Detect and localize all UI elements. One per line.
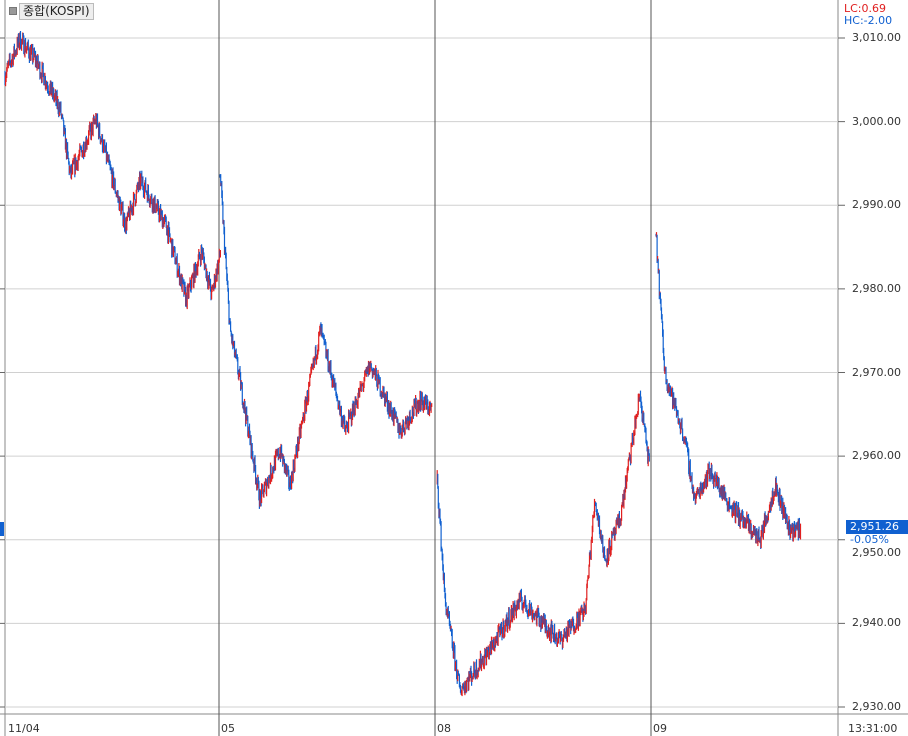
y-tick-label: 2,970.00: [852, 365, 901, 379]
last-price-marker: [0, 522, 4, 536]
y-tick-label: 3,000.00: [852, 114, 901, 128]
y-tick-label: 2,930.00: [852, 700, 901, 713]
last-change-label: -0.05%: [850, 533, 889, 546]
x-tick-label: 08: [437, 722, 451, 735]
series-toggle-icon[interactable]: [9, 7, 17, 15]
y-tick-label: 2,960.00: [852, 449, 901, 463]
hc-indicator: HC:-2.00: [844, 14, 893, 27]
x-tick-label: 09: [653, 722, 667, 735]
x-tick-label: 11/04: [8, 722, 40, 735]
chart-title[interactable]: 종합(KOSPI): [19, 3, 94, 20]
y-tick-label: 2,980.00: [852, 281, 901, 295]
last-price-badge: 2,951.26: [846, 520, 908, 534]
y-tick-label: 2,990.00: [852, 198, 901, 212]
y-tick-label: 3,010.00: [852, 31, 901, 44]
lc-indicator: LC:0.69: [844, 2, 887, 15]
y-tick-label: 2,940.00: [852, 616, 901, 630]
x-end-time-label: 13:31:00: [848, 722, 898, 735]
y-tick-label: 2,950.00: [852, 546, 901, 559]
x-tick-label: 05: [221, 722, 235, 735]
